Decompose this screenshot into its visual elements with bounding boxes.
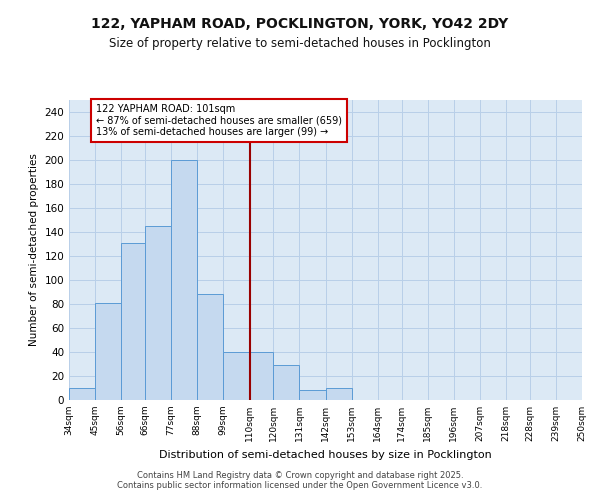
Bar xyxy=(95,303,121,400)
Bar xyxy=(273,365,299,400)
Text: 122 YAPHAM ROAD: 101sqm
← 87% of semi-detached houses are smaller (659)
13% of s: 122 YAPHAM ROAD: 101sqm ← 87% of semi-de… xyxy=(97,104,343,137)
Bar xyxy=(69,388,95,400)
Bar xyxy=(299,390,325,400)
Text: Contains HM Land Registry data © Crown copyright and database right 2025.
Contai: Contains HM Land Registry data © Crown c… xyxy=(118,470,482,490)
Bar xyxy=(250,352,273,400)
Bar xyxy=(197,294,223,400)
Bar xyxy=(223,352,250,400)
Bar xyxy=(171,160,197,400)
Bar xyxy=(121,243,145,400)
X-axis label: Distribution of semi-detached houses by size in Pocklington: Distribution of semi-detached houses by … xyxy=(159,450,492,460)
Bar xyxy=(145,226,171,400)
Bar xyxy=(325,388,352,400)
Y-axis label: Number of semi-detached properties: Number of semi-detached properties xyxy=(29,154,39,346)
Text: Size of property relative to semi-detached houses in Pocklington: Size of property relative to semi-detach… xyxy=(109,38,491,51)
Text: 122, YAPHAM ROAD, POCKLINGTON, YORK, YO42 2DY: 122, YAPHAM ROAD, POCKLINGTON, YORK, YO4… xyxy=(91,18,509,32)
